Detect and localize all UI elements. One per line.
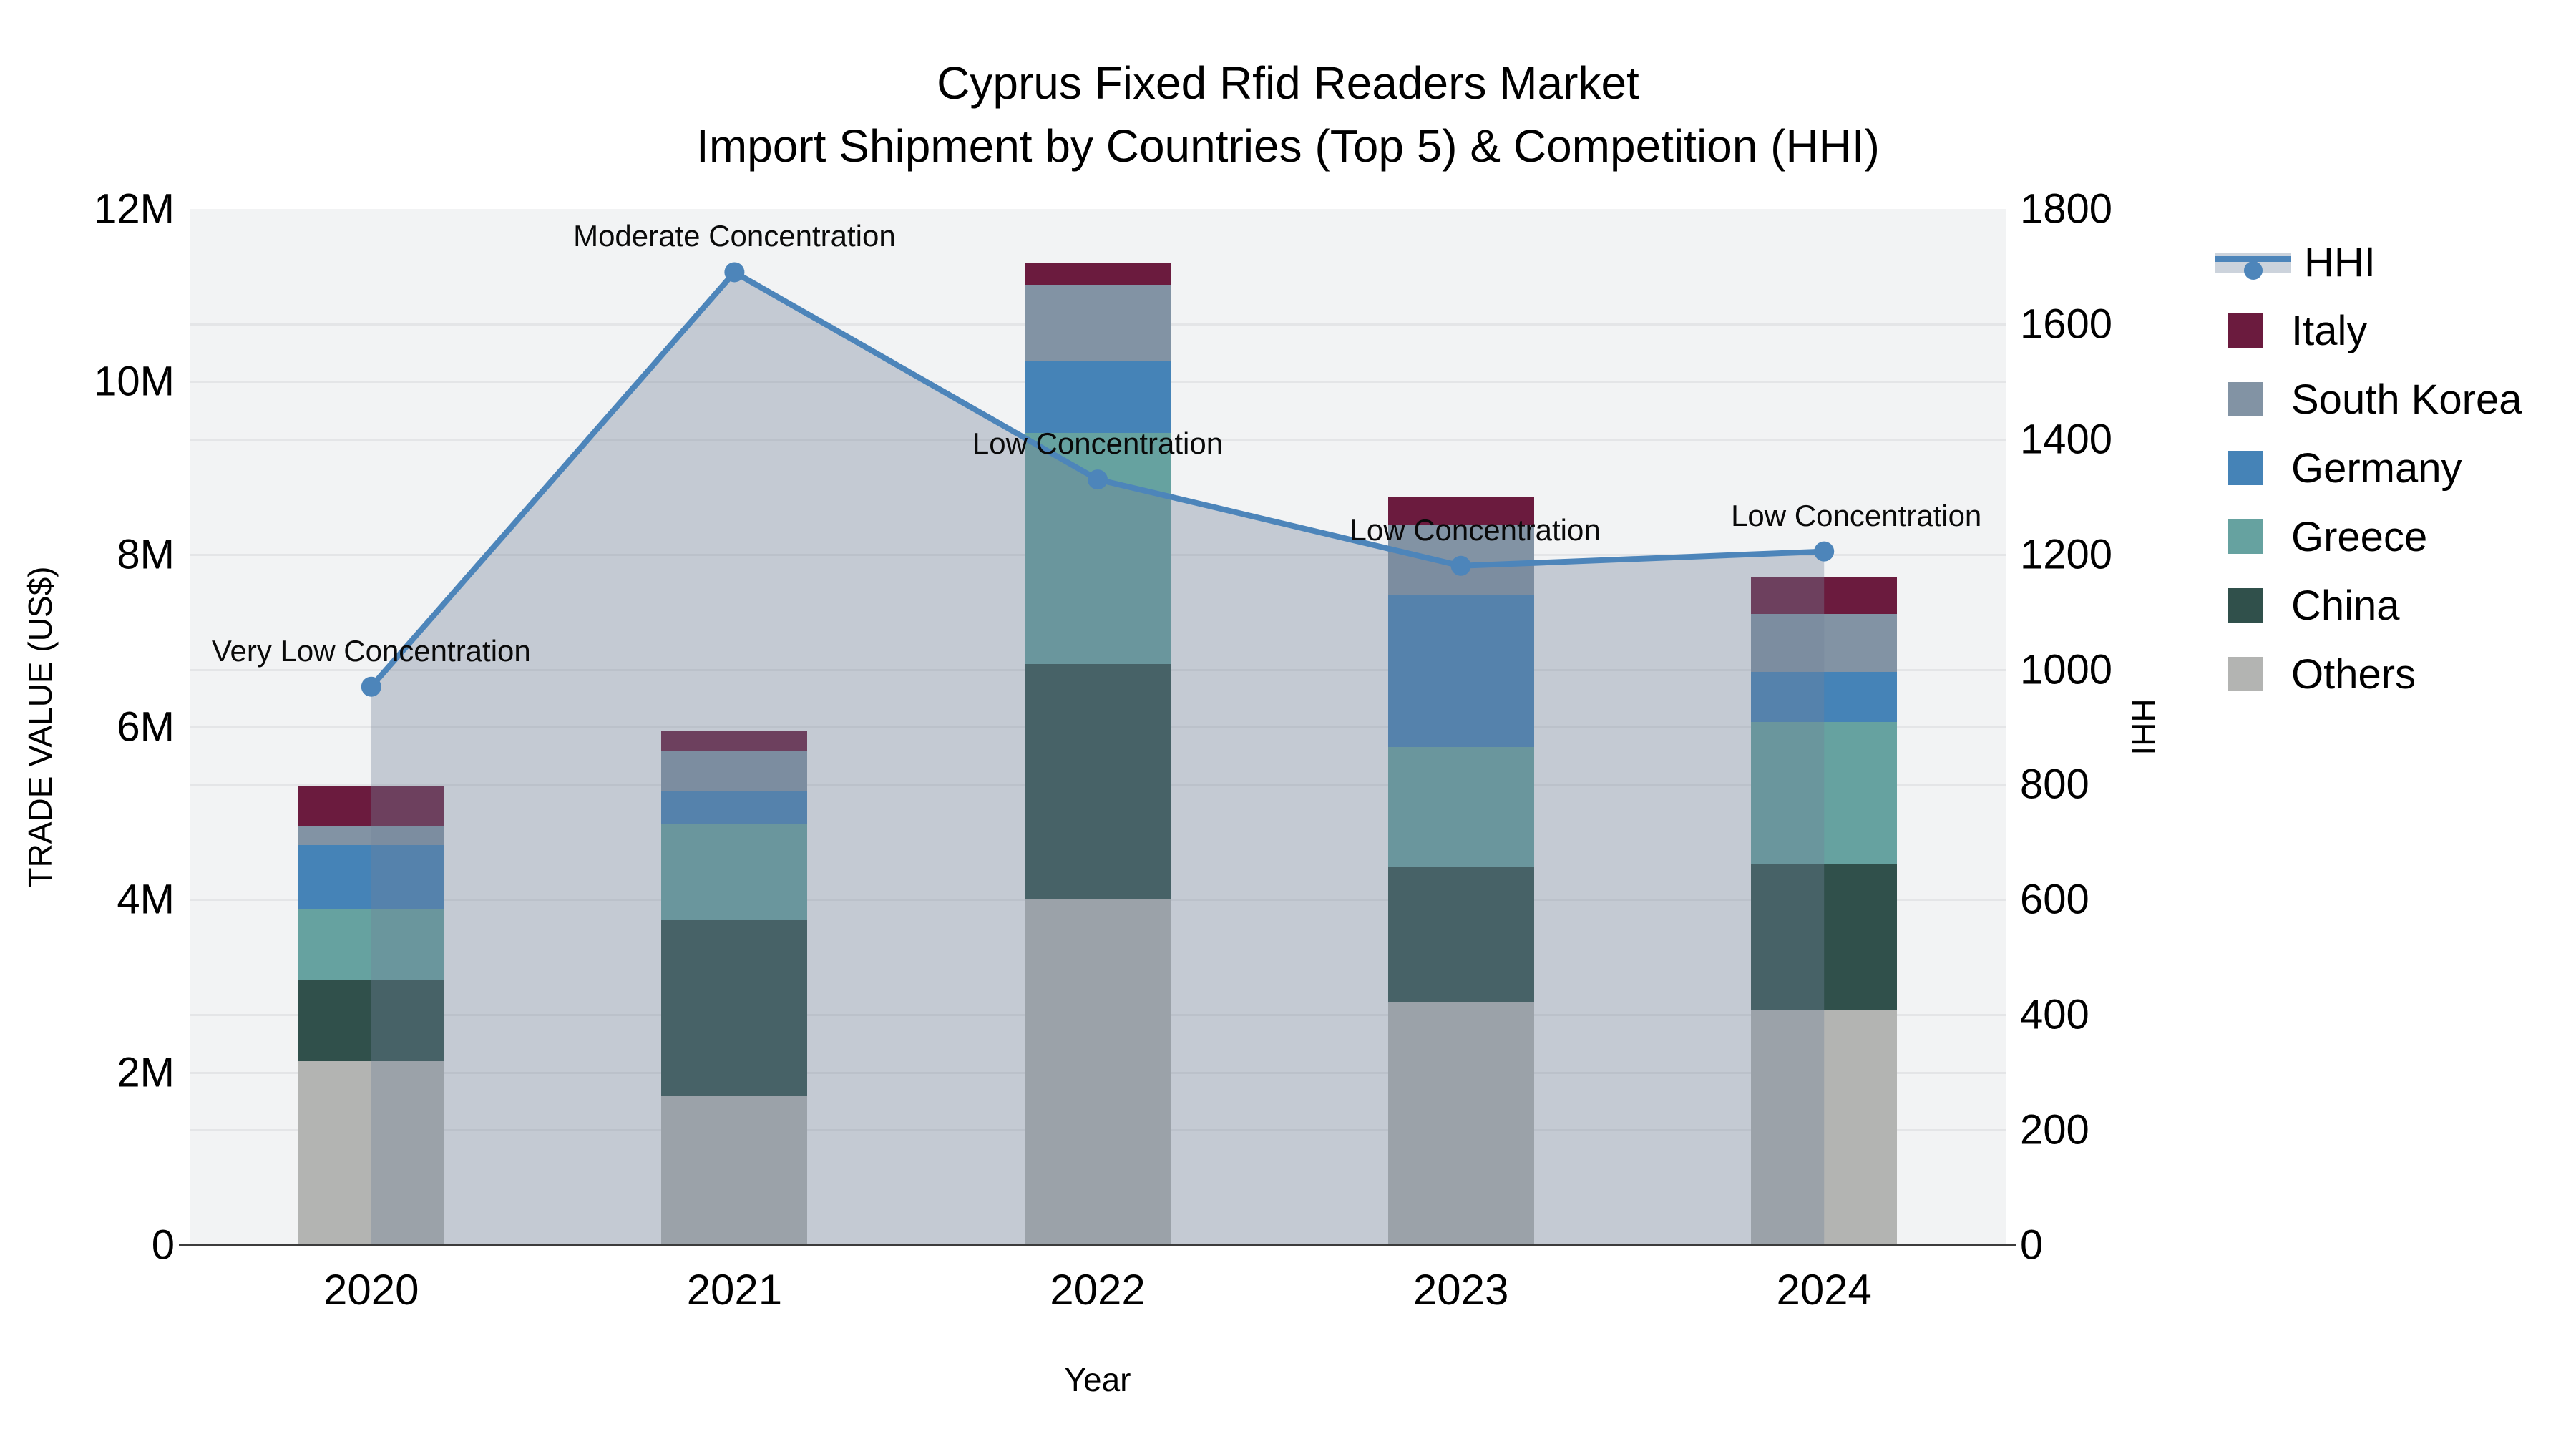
legend-item-others[interactable]: Others: [2215, 640, 2416, 708]
bar-segment-china-2023: [1387, 867, 1534, 1002]
bar-segment-germany-2020: [298, 845, 444, 909]
bar-segment-greece-2024: [1751, 721, 1898, 864]
bar-segment-italy-2021: [661, 731, 808, 751]
y-right-tick-1400: 1400: [2020, 416, 2113, 463]
legend-item-italy[interactable]: Italy: [2215, 296, 2367, 365]
plot-area: Very Low Concentration Moderate Concentra…: [179, 209, 2016, 1246]
x-tick-2022: 2022: [1050, 1266, 1146, 1314]
bar-segment-south-korea-2020: [298, 826, 444, 846]
x-tick-2021: 2021: [686, 1266, 783, 1314]
y-right-tick-1800: 1800: [2020, 185, 2113, 233]
bar-segment-others-2020: [298, 1060, 444, 1245]
chart-title-line2: Import Shipment by Countries (Top 5) & C…: [696, 120, 1880, 172]
x-axis-title: Year: [1064, 1361, 1131, 1398]
legend-swatch-icon: [2228, 313, 2263, 348]
hhi-marker-2022: [1088, 469, 1108, 490]
bar-segment-italy-2022: [1025, 262, 1171, 286]
bar-segment-china-2021: [661, 920, 808, 1097]
annotation-2023: Low Concentration: [1350, 512, 1601, 547]
legend-label: Greece: [2291, 513, 2428, 560]
legend-label: South Korea: [2291, 376, 2522, 423]
bar-segment-greece-2021: [661, 824, 808, 921]
legend-item-germany[interactable]: Germany: [2215, 434, 2462, 502]
bar-segment-italy-2023: [1387, 496, 1534, 525]
annotation-2021: Moderate Concentration: [573, 219, 896, 253]
legend-item-south-korea[interactable]: South Korea: [2215, 365, 2522, 434]
chart-title-line1: Cyprus Fixed Rfid Readers Market: [937, 57, 1639, 109]
y-right-tick-200: 200: [2020, 1106, 2089, 1153]
y-left-axis-title: TRADE VALUE (US$): [21, 566, 59, 888]
y-left-tick-0: 0: [151, 1221, 175, 1269]
legend-item-greece[interactable]: Greece: [2215, 502, 2427, 571]
legend-label: Italy: [2291, 307, 2368, 354]
y-left-tick-6M: 6M: [117, 703, 175, 751]
legend-item-china[interactable]: China: [2215, 571, 2400, 640]
hhi-marker-2023: [1450, 555, 1471, 576]
bar-segment-south-korea-2022: [1025, 285, 1171, 361]
legend-label: Germany: [2291, 444, 2462, 492]
x-tick-2024: 2024: [1776, 1266, 1872, 1314]
legend-swatch-icon: [2228, 451, 2263, 485]
legend-swatch-icon: [2228, 588, 2263, 623]
y-left-tick-12M: 12M: [94, 185, 175, 233]
annotation-2022: Low Concentration: [972, 426, 1224, 461]
x-axis-line: [179, 1244, 2016, 1246]
bar-segment-south-korea-2021: [661, 750, 808, 791]
bar-segment-south-korea-2024: [1751, 613, 1898, 672]
legend-item-hhi[interactable]: HHI: [2215, 228, 2376, 296]
bar-segment-others-2024: [1751, 1009, 1898, 1245]
legend-label: Others: [2291, 650, 2416, 698]
y-left-tick-10M: 10M: [94, 358, 175, 405]
chart-title: Cyprus Fixed Rfid Readers Market Import …: [0, 52, 2576, 178]
y-right-tick-400: 400: [2020, 991, 2089, 1038]
hhi-line-layer: [361, 262, 1835, 1245]
hhi-marker-2021: [724, 262, 745, 283]
y-right-tick-600: 600: [2020, 876, 2089, 923]
hhi-line-sample-icon: [2215, 248, 2291, 280]
y-right-tick-1600: 1600: [2020, 301, 2113, 348]
bar-segment-china-2020: [298, 980, 444, 1061]
bar-segment-germany-2021: [661, 791, 808, 824]
bar-segment-italy-2024: [1751, 577, 1898, 614]
legend-label: China: [2291, 582, 2400, 629]
y-right-tick-1200: 1200: [2020, 531, 2113, 578]
bar-segment-germany-2024: [1751, 671, 1898, 722]
legend-swatch-icon: [2228, 657, 2263, 691]
annotation-2020: Very Low Concentration: [211, 633, 531, 668]
bar-segment-italy-2020: [298, 786, 444, 826]
hhi-marker-2024: [1814, 541, 1835, 562]
y-left-tick-4M: 4M: [117, 876, 175, 923]
bar-segment-china-2022: [1025, 663, 1171, 900]
bar-segment-others-2023: [1387, 1001, 1534, 1245]
y-right-axis-title: HHI: [2124, 698, 2162, 756]
hhi-marker-2020: [361, 676, 381, 697]
bar-segment-greece-2020: [298, 909, 444, 980]
bar-segment-greece-2023: [1387, 746, 1534, 867]
bar-segment-germany-2023: [1387, 595, 1534, 747]
bar-segment-china-2024: [1751, 864, 1898, 1010]
legend-swatch-icon: [2228, 519, 2263, 554]
y-left-tick-8M: 8M: [117, 531, 175, 578]
bar-segment-others-2021: [661, 1096, 808, 1245]
bar-segment-germany-2022: [1025, 361, 1171, 433]
legend-label: HHI: [2304, 238, 2376, 286]
x-tick-2023: 2023: [1413, 1266, 1509, 1314]
y-right-tick-0: 0: [2020, 1221, 2044, 1269]
y-right-tick-1000: 1000: [2020, 646, 2113, 693]
bar-segment-others-2022: [1025, 899, 1171, 1245]
y-left-tick-2M: 2M: [117, 1049, 175, 1096]
y-right-tick-800: 800: [2020, 761, 2089, 808]
legend-swatch-icon: [2228, 382, 2263, 416]
x-tick-2020: 2020: [323, 1266, 419, 1314]
hhi-area-fill: [371, 272, 1825, 1245]
annotation-2024: Low Concentration: [1731, 498, 1982, 532]
